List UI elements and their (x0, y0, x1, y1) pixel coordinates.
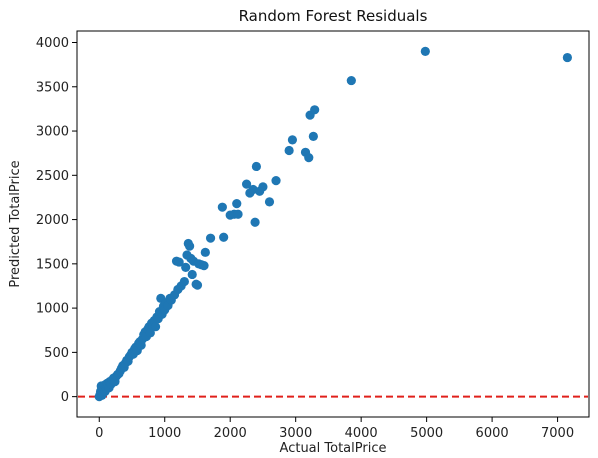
data-point-97 (284, 145, 294, 156)
y-tick-label: 3500 (36, 80, 69, 95)
y-tick-label: 2500 (36, 169, 69, 184)
y-tick-label: 0 (61, 390, 69, 405)
data-point-87 (233, 209, 243, 219)
y-tick-label: 1000 (36, 302, 69, 317)
y-tick-label: 3000 (36, 125, 69, 140)
x-tick-label: 1000 (148, 426, 181, 441)
data-point-82 (217, 202, 227, 212)
data-point-83 (219, 232, 229, 242)
chart-title: Random Forest Residuals (239, 7, 428, 25)
data-point-104 (346, 75, 356, 86)
data-points (94, 46, 572, 402)
data-point-73 (187, 269, 197, 280)
y-tick-label: 500 (44, 346, 69, 361)
data-point-71 (185, 241, 195, 251)
data-point-46 (145, 328, 155, 338)
data-point-80 (200, 247, 210, 257)
data-point-95 (264, 197, 275, 207)
plot-area-frame (76, 30, 590, 418)
data-point-68 (181, 262, 191, 272)
x-axis-ticks: 0 1000 2000 3000 4000 5000 6000 7000 (95, 417, 574, 441)
data-point-98 (287, 135, 298, 145)
data-point-86 (232, 199, 242, 209)
y-tick-label: 4000 (36, 36, 69, 51)
y-axis-label: Predicted TotalPrice (8, 160, 23, 287)
x-axis-label: Actual TotalPrice (280, 441, 387, 456)
data-point-100 (304, 153, 314, 163)
data-point-103 (310, 105, 320, 115)
x-tick-label: 7000 (541, 426, 574, 441)
x-tick-label: 4000 (345, 426, 378, 441)
data-point-91 (250, 217, 260, 227)
data-point-76 (192, 280, 203, 290)
x-tick-label: 6000 (476, 426, 509, 441)
data-point-96 (271, 176, 281, 186)
data-point-67 (179, 276, 189, 287)
data-point-50 (150, 322, 161, 332)
y-axis-ticks: 0 500 1000 1500 2000 2500 3000 3500 4000 (36, 36, 77, 405)
x-tick-label: 2000 (214, 426, 247, 441)
data-point-88 (241, 179, 252, 189)
x-tick-label: 0 (95, 426, 103, 441)
data-point-65 (174, 257, 184, 267)
x-tick-label: 3000 (279, 426, 312, 441)
data-point-81 (205, 233, 216, 243)
x-tick-label: 5000 (410, 426, 443, 441)
y-tick-label: 1500 (36, 257, 69, 272)
y-tick-label: 2000 (36, 213, 69, 228)
data-point-92 (251, 161, 261, 172)
data-point-94 (258, 182, 268, 192)
data-point-79 (199, 261, 209, 271)
data-point-106 (562, 52, 572, 63)
data-point-105 (420, 46, 430, 56)
data-point-102 (308, 131, 318, 141)
